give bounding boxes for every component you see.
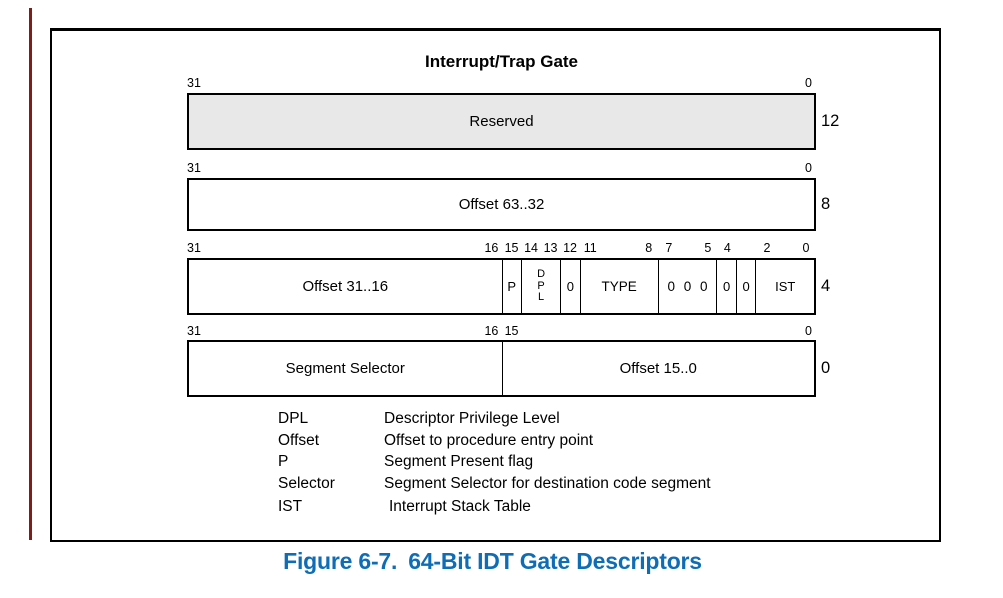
zero-bits75-field: 0 0 0 [657,260,717,313]
offset-low-label: Offset 15..0 [619,360,697,377]
dpl-stacked-label: D P L [537,269,545,304]
zero-bit5-label: 0 [700,279,708,294]
legend-def-offset: Offset to procedure entry point [384,432,594,449]
legend-term-ist: IST [278,498,303,515]
bit-label-13: 13 [543,241,558,255]
present-flag-field: P [501,260,522,313]
bit-label-15: 15 [504,241,519,255]
bit-label-31: 31 [187,324,201,338]
bit-label-8: 8 [645,241,653,255]
bit-label-16: 16 [484,324,499,338]
bit-label-15: 15 [504,324,519,338]
ist-field: IST [755,260,814,313]
bit-label-7: 7 [665,241,673,255]
figure-caption: Figure 6-7. 64-Bit IDT Gate Descriptors [0,548,985,575]
bit-label-5: 5 [704,241,712,255]
present-flag-label: P [507,279,517,294]
legend-def-ist: Interrupt Stack Table [389,498,531,515]
zero-bit12-field: 0 [560,260,580,313]
zero-bit4-label: 0 [722,279,731,294]
reserved-label: Reserved [469,113,534,130]
offset-mid-label: Offset 31..16 [302,278,389,295]
bit-label-0: 0 [805,324,812,338]
legend-def-p: Segment Present flag [384,453,534,470]
type-field: TYPE [579,260,658,313]
legend-term-p: P [278,453,289,470]
bit-label-16: 16 [484,241,499,255]
legend-term-offset: Offset [278,432,320,449]
bit-label-0: 0 [805,161,812,175]
bit-ruler-selector: 31 16 15 0 [187,324,816,339]
zero-bits75-labels: 0 0 0 [659,279,717,294]
type-label: TYPE [601,279,637,294]
flags-word: Offset 31..16 P D P L 0 TYPE 0 0 0 0 [187,258,816,315]
byte-offset-0: 0 [821,359,831,377]
segment-selector-field: Segment Selector [189,342,502,395]
offset-high-field: Offset 63..32 [187,178,816,231]
bit-label-31: 31 [187,161,201,175]
zero-bit6-label: 0 [683,279,692,294]
bit-label-2: 2 [763,241,771,255]
legend-def-selector: Segment Selector for destination code se… [384,475,711,492]
dpl-letter-l: L [537,291,545,304]
offset-low-field: Offset 15..0 [501,342,815,395]
dpl-letter-p: P [537,279,545,292]
byte-offset-4: 4 [821,277,831,295]
legend-term-selector: Selector [278,475,335,492]
bit-label-31: 31 [187,241,201,255]
legend-def-dpl: Descriptor Privilege Level [384,410,560,427]
zero-bit7-label: 0 [667,279,676,294]
offset-high-label: Offset 63..32 [458,196,545,213]
dpl-letter-d: D [537,268,546,281]
bit-label-31: 31 [187,76,201,90]
zero-bit12-label: 0 [566,279,574,294]
byte-offset-12: 12 [821,112,840,130]
zero-bit3-field: 0 [735,260,756,313]
bit-label-0: 0 [802,241,810,255]
legend-term-dpl: DPL [278,410,309,427]
figure-caption-title: 64-Bit IDT Gate Descriptors [408,548,702,574]
revision-change-bar [29,8,32,540]
figure-caption-number: Figure 6-7. [283,548,398,574]
bit-label-11: 11 [583,241,597,255]
zero-bit3-label: 0 [742,279,750,294]
diagram-title: Interrupt/Trap Gate [424,52,579,71]
bit-label-12: 12 [563,241,577,255]
ist-label: IST [775,279,796,294]
segment-selector-label: Segment Selector [285,360,405,377]
zero-bit4-field: 0 [716,260,736,313]
bit-ruler-reserved: 31 0 [187,76,816,91]
dpl-field: D P L [521,260,560,313]
bit-ruler-flags: 31 16 15 14 13 12 11 8 7 5 4 2 0 [187,241,816,256]
bit-ruler-offset-high: 31 0 [187,161,816,176]
reserved-field: Reserved [187,93,816,150]
byte-offset-8: 8 [821,195,831,213]
bit-label-0: 0 [805,76,812,90]
bit-label-4: 4 [723,241,731,255]
offset-mid-field: Offset 31..16 [189,260,502,313]
bit-label-14: 14 [524,241,539,255]
selector-word: Segment Selector Offset 15..0 [187,340,816,397]
